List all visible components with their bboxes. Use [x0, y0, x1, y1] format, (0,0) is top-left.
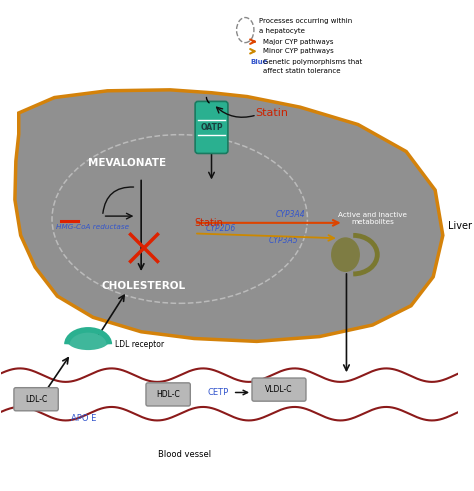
Text: LDL receptor: LDL receptor — [115, 340, 164, 349]
Text: Statin: Statin — [255, 108, 288, 118]
Text: affect statin tolerance: affect statin tolerance — [263, 68, 340, 74]
Ellipse shape — [67, 331, 109, 350]
Text: APO E: APO E — [71, 414, 96, 423]
Text: CETP: CETP — [208, 388, 229, 397]
Text: CYP3A4: CYP3A4 — [276, 210, 305, 218]
Text: CYP3A5: CYP3A5 — [269, 236, 299, 245]
Text: MEVALONATE: MEVALONATE — [88, 158, 166, 168]
FancyBboxPatch shape — [14, 388, 58, 411]
Text: Processes occurring within: Processes occurring within — [259, 18, 352, 25]
FancyBboxPatch shape — [195, 102, 228, 154]
Polygon shape — [15, 90, 443, 341]
Text: Blue: Blue — [250, 59, 267, 65]
Text: CHOLESTEROL: CHOLESTEROL — [102, 281, 186, 292]
Text: VLDL-C: VLDL-C — [265, 385, 293, 394]
Text: CYP2D6: CYP2D6 — [206, 224, 236, 233]
FancyBboxPatch shape — [146, 383, 190, 406]
Text: HDL-C: HDL-C — [156, 390, 180, 399]
Text: HMG-CoA reductase: HMG-CoA reductase — [56, 224, 129, 230]
Text: OATP: OATP — [200, 123, 223, 132]
FancyBboxPatch shape — [252, 378, 306, 401]
Ellipse shape — [331, 237, 360, 272]
Text: a hepatocyte: a hepatocyte — [259, 28, 305, 34]
Text: LDL-C: LDL-C — [25, 395, 47, 404]
Text: Minor CYP pathways: Minor CYP pathways — [263, 48, 333, 55]
Text: Blood vessel: Blood vessel — [158, 450, 211, 459]
Text: Liver: Liver — [447, 221, 472, 231]
Text: Major CYP pathways: Major CYP pathways — [263, 39, 333, 45]
Text: Statin: Statin — [194, 218, 223, 228]
Text: Active and inactive
metabolites: Active and inactive metabolites — [338, 213, 407, 225]
Text: Genetic polymorphisms that: Genetic polymorphisms that — [263, 59, 362, 65]
